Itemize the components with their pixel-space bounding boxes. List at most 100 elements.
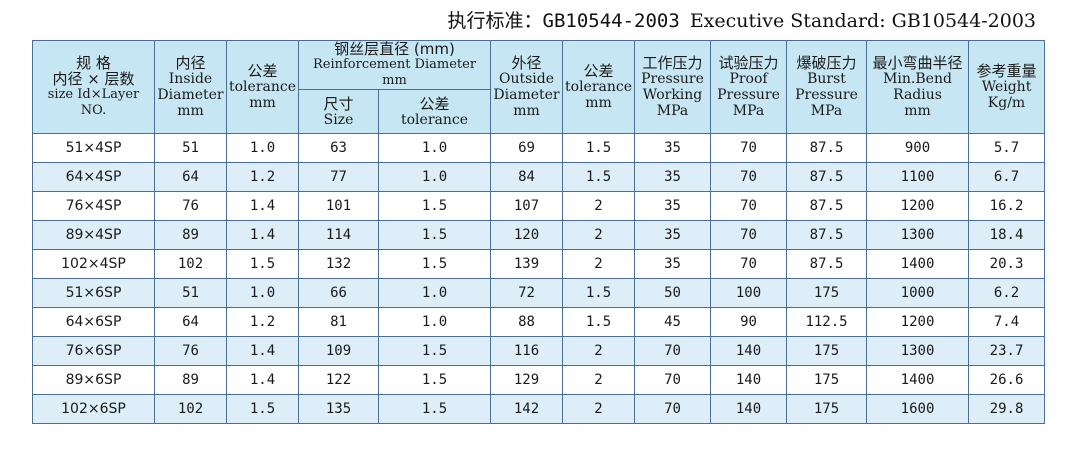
table-cell: 107	[490, 191, 564, 221]
header-burst-en-3: MPa	[810, 103, 843, 119]
table-cell: 87.5	[786, 220, 868, 250]
header-reinf-size: 尺寸 Size	[298, 89, 379, 134]
table-cell: 1.2	[226, 162, 299, 192]
table-row: 76×6SP 76 1.4 109 1.5 116 2 70 140 175 1…	[32, 336, 1046, 366]
table-row: 102×6SP 102 1.5 135 1.5 142 2 70 140 175…	[32, 394, 1046, 424]
header-tol2-en-2: mm	[585, 95, 612, 111]
header-inside-en-2: Diameter	[157, 87, 224, 103]
header-weight-cn: 参考重量	[976, 62, 1037, 80]
table-cell: 175	[786, 278, 868, 308]
header-bend-en-1: Min.Bend	[883, 71, 952, 87]
table-cell: 175	[786, 336, 868, 366]
table-cell: 116	[490, 336, 564, 366]
table-cell: 89×6SP	[32, 365, 155, 395]
table-cell: 51	[154, 278, 227, 308]
table-cell: 70	[634, 394, 712, 424]
table-row: 102×4SP 102 1.5 132 1.5 139 2 35 70 87.5…	[32, 249, 1046, 279]
table-cell: 87.5	[786, 162, 868, 192]
header-weight: 参考重量 Weight Kg/m	[968, 40, 1046, 134]
header-size-cn-1: 规 格	[76, 54, 111, 72]
table-cell: 89	[154, 365, 227, 395]
header-outside-en-2: Diameter	[493, 87, 560, 103]
header-reinf-tol-cn: 公差	[419, 94, 450, 113]
table-cell: 64	[154, 307, 227, 337]
header-outside-en-1: Outside	[499, 71, 555, 87]
table-cell: 35	[634, 249, 712, 279]
table-cell: 76×4SP	[32, 191, 155, 221]
table-row: 64×6SP 64 1.2 81 1.0 88 1.5 45 90 112.5 …	[32, 307, 1046, 337]
table-cell: 89	[154, 220, 227, 250]
table-cell: 1.4	[226, 336, 299, 366]
header-inside-en-3: mm	[177, 103, 204, 119]
header-proof-en-3: MPa	[732, 103, 765, 119]
table-cell: 81	[298, 307, 379, 337]
header-working-pressure: 工作压力 Pressure Working MPa	[634, 40, 712, 134]
table-cell: 135	[298, 394, 379, 424]
table-cell: 69	[490, 133, 564, 163]
header-tol1-en-1: tolerance	[229, 79, 296, 95]
table-cell: 45	[634, 307, 712, 337]
table-cell: 1200	[866, 307, 970, 337]
table-cell: 1.5	[377, 336, 492, 366]
table-cell: 87.5	[786, 133, 868, 163]
table-cell: 1.5	[377, 249, 492, 279]
table-cell: 64×4SP	[32, 162, 155, 192]
table-cell: 7.4	[968, 307, 1046, 337]
table-cell: 1.5	[226, 394, 299, 424]
table-cell: 140	[710, 394, 788, 424]
header-inside-cn: 内径	[175, 54, 206, 72]
table-cell: 70	[710, 133, 788, 163]
table-cell: 102×4SP	[32, 249, 155, 279]
table-cell: 70	[710, 191, 788, 221]
table-cell: 1.5	[562, 162, 636, 192]
table-cell: 64×6SP	[32, 307, 155, 337]
header-outside-en-3: mm	[513, 103, 540, 119]
table-cell: 2	[562, 249, 636, 279]
header-size-cn-2: 内径 × 层数	[52, 70, 135, 88]
header-reinf-size-en: Size	[323, 111, 354, 128]
table-cell: 175	[786, 394, 868, 424]
table-cell: 102	[154, 249, 227, 279]
table-cell: 1.5	[562, 278, 636, 308]
table-cell: 1.0	[377, 278, 492, 308]
table-cell: 114	[298, 220, 379, 250]
header-tolerance-1: 公差 tolerance mm	[226, 40, 299, 134]
table-cell: 1.4	[226, 220, 299, 250]
header-inside-en-1: Inside	[168, 71, 213, 87]
header-bend-cn: 最小弯曲半径	[872, 54, 963, 72]
table-cell: 1.4	[226, 191, 299, 221]
standard-label-cn: 执行标准：	[447, 10, 543, 32]
table-cell: 1.0	[377, 307, 492, 337]
table-cell: 120	[490, 220, 564, 250]
table-cell: 102	[154, 394, 227, 424]
header-tol2-cn: 公差	[583, 62, 614, 80]
table-cell: 76×6SP	[32, 336, 155, 366]
table-cell: 900	[866, 133, 970, 163]
table-row: 51×6SP 51 1.0 66 1.0 72 1.5 50 100 175 1…	[32, 278, 1046, 308]
table-cell: 1.5	[377, 365, 492, 395]
table-cell: 90	[710, 307, 788, 337]
table-row: 64×4SP 64 1.2 77 1.0 84 1.5 35 70 87.5 1…	[32, 162, 1046, 192]
header-proof-cn: 试验压力	[718, 54, 779, 72]
table-cell: 70	[710, 220, 788, 250]
table-cell: 1.5	[377, 394, 492, 424]
table-cell: 1.0	[226, 278, 299, 308]
header-bend-en-3: mm	[904, 103, 931, 119]
header-proof-en-1: Proof	[729, 71, 768, 87]
header-outside-cn: 外径	[511, 54, 542, 72]
header-reinf-tol-en: tolerance	[401, 111, 468, 128]
table-cell: 51×6SP	[32, 278, 155, 308]
table-cell: 6.7	[968, 162, 1046, 192]
table-cell: 23.7	[968, 336, 1046, 366]
table-cell: 35	[634, 133, 712, 163]
header-weight-en-2: Kg/m	[987, 95, 1026, 111]
table-cell: 87.5	[786, 191, 868, 221]
table-cell: 1.5	[377, 220, 492, 250]
table-cell: 1300	[866, 336, 970, 366]
table-cell: 1000	[866, 278, 970, 308]
table-cell: 88	[490, 307, 564, 337]
header-proof-en-2: Pressure	[717, 87, 780, 103]
table-cell: 1.0	[226, 133, 299, 163]
table-cell: 66	[298, 278, 379, 308]
table-cell: 77	[298, 162, 379, 192]
